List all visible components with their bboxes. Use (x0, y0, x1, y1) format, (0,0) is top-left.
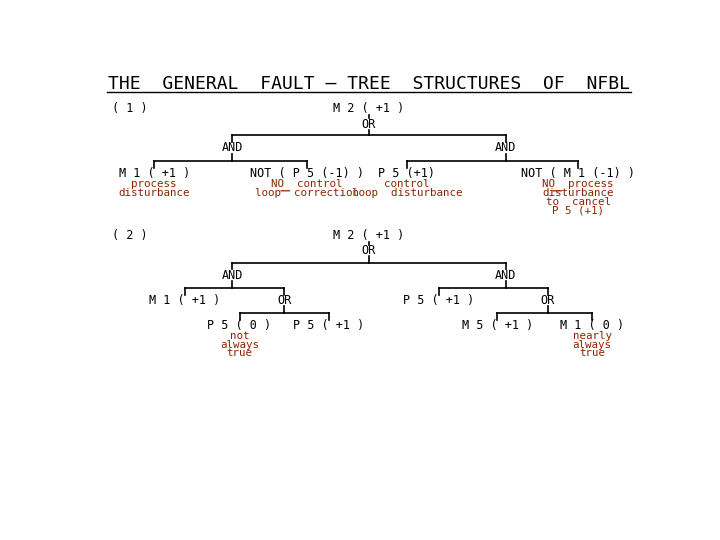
Text: P 5 (+1): P 5 (+1) (552, 205, 604, 215)
Text: NO  control: NO control (271, 179, 342, 189)
Text: AND: AND (495, 269, 516, 282)
Text: M 1 ( +1 ): M 1 ( +1 ) (119, 167, 190, 180)
Text: OR: OR (541, 294, 554, 307)
Text: P 5 ( +1 ): P 5 ( +1 ) (403, 294, 474, 307)
Text: process: process (132, 179, 177, 189)
Text: AND: AND (222, 141, 243, 154)
Text: M 2 ( +1 ): M 2 ( +1 ) (333, 102, 405, 115)
Text: M 5 ( +1 ): M 5 ( +1 ) (462, 320, 533, 333)
Text: THE  GENERAL  FAULT – TREE  STRUCTURES  OF  NFBL: THE GENERAL FAULT – TREE STRUCTURES OF N… (108, 75, 630, 93)
Text: ( 2 ): ( 2 ) (112, 229, 148, 242)
Text: disturbance: disturbance (542, 188, 614, 198)
Text: ( 1 ): ( 1 ) (112, 102, 148, 115)
Text: true: true (227, 348, 253, 358)
Text: OR: OR (362, 244, 376, 257)
Text: disturbance: disturbance (118, 188, 190, 198)
Text: M 1 ( 0 ): M 1 ( 0 ) (560, 320, 624, 333)
Text: P 5 ( 0 ): P 5 ( 0 ) (207, 320, 271, 333)
Text: nearly: nearly (572, 332, 612, 341)
Text: loop  correction: loop correction (254, 188, 359, 198)
Text: OR: OR (277, 294, 292, 307)
Text: NOT ( P 5 (-1) ): NOT ( P 5 (-1) ) (250, 167, 364, 180)
Text: NO  process: NO process (542, 179, 614, 189)
Text: AND: AND (495, 141, 516, 154)
Text: control: control (384, 179, 430, 189)
Text: M 2 ( +1 ): M 2 ( +1 ) (333, 229, 405, 242)
Text: to  cancel: to cancel (546, 197, 611, 207)
Text: always: always (220, 340, 259, 349)
Text: P 5 (+1): P 5 (+1) (379, 167, 436, 180)
Text: not: not (230, 332, 249, 341)
Text: P 5 ( +1 ): P 5 ( +1 ) (293, 320, 364, 333)
Text: always: always (572, 340, 612, 349)
Text: M 1 ( +1 ): M 1 ( +1 ) (149, 294, 220, 307)
Text: NOT ( M 1 (-1) ): NOT ( M 1 (-1) ) (521, 167, 635, 180)
Text: OR: OR (362, 118, 376, 131)
Text: AND: AND (222, 269, 243, 282)
Text: true: true (579, 348, 606, 358)
Text: loop  disturbance: loop disturbance (351, 188, 462, 198)
